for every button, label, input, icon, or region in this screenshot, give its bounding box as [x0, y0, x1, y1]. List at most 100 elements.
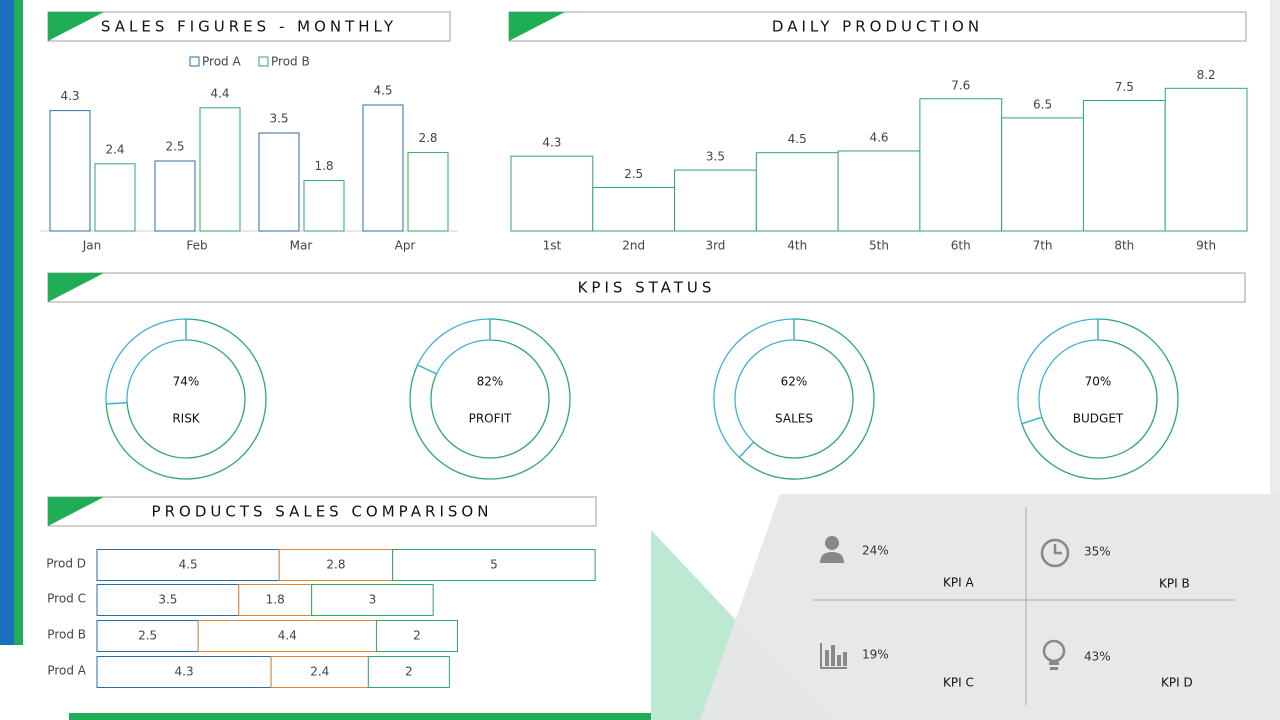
x-tick-label: 5th — [869, 239, 889, 253]
x-tick-label: 2nd — [622, 239, 645, 253]
icon-person — [825, 536, 839, 550]
section-title: DAILY PRODUCTION — [772, 18, 983, 36]
donut-remainder — [416, 318, 491, 375]
donut-category-label: PROFIT — [469, 412, 512, 426]
bar-value-label: 3.5 — [158, 593, 177, 607]
bar — [919, 98, 1003, 232]
donut-category-label: SALES — [775, 412, 813, 426]
section-title: SALES FIGURES - MONTHLY — [101, 18, 397, 36]
bar — [407, 152, 449, 232]
donut-value-label: 74% — [173, 375, 200, 389]
bar-value-label: 4.3 — [175, 665, 194, 679]
header-accent — [48, 273, 104, 302]
bar-value-label: 6.5 — [1033, 97, 1052, 111]
bar-value-label: 2.5 — [165, 140, 184, 154]
bar-segment — [367, 656, 450, 688]
x-tick-label: Feb — [186, 239, 207, 253]
bar-segment — [96, 584, 240, 616]
icon-clock — [1053, 544, 1062, 555]
right-strip — [1270, 0, 1280, 494]
kpi-label: KPI B — [1159, 577, 1190, 591]
kpi-label: KPI D — [1161, 676, 1193, 690]
donut-segment — [409, 318, 571, 480]
bar-segment — [197, 620, 377, 652]
legend-swatch — [189, 56, 200, 67]
bar-value-label: 2.4 — [105, 142, 124, 156]
x-tick-label: Mar — [290, 239, 313, 253]
icon-chart — [820, 643, 847, 669]
legend-label: Prod A — [202, 55, 241, 69]
kpi-panel-bg — [700, 494, 1280, 720]
bar — [1001, 117, 1084, 232]
bar-value-label: 4.4 — [278, 629, 297, 643]
bar — [837, 150, 921, 232]
bar-value-label: 4.5 — [788, 132, 807, 146]
bar-value-label: 3.5 — [269, 112, 288, 126]
bar — [362, 104, 404, 232]
bar — [755, 152, 839, 232]
bar-segment — [375, 620, 458, 652]
y-tick-label: Prod A — [47, 664, 86, 678]
donut-category-label: RISK — [172, 412, 200, 426]
bar — [303, 180, 345, 232]
bar — [592, 187, 676, 232]
bar-value-label: 3.5 — [706, 150, 725, 164]
bar-segment — [96, 620, 199, 652]
icon-chart — [843, 652, 847, 666]
kpi-value: 24% — [862, 544, 889, 558]
donut-value-label: 82% — [477, 375, 504, 389]
icon-chart — [831, 645, 835, 666]
icon-chart — [837, 655, 841, 666]
kpi-value: 43% — [1084, 650, 1111, 664]
donut-remainder — [713, 318, 795, 459]
bar-value-label: 5 — [490, 558, 498, 572]
bar-value-label: 2.4 — [310, 665, 329, 679]
bar-value-label: 2 — [413, 629, 421, 643]
header-accent — [509, 12, 565, 41]
bar-segment — [392, 549, 596, 581]
side-bar-blue — [0, 0, 14, 645]
section-title: KPIS STATUS — [578, 279, 716, 297]
bar-segment — [96, 549, 280, 581]
bar — [49, 110, 91, 232]
y-tick-label: Prod C — [47, 592, 86, 606]
kpi-value: 19% — [862, 648, 889, 662]
bar-value-label: 2 — [405, 665, 413, 679]
x-tick-label: Apr — [395, 239, 416, 253]
bar — [674, 169, 757, 232]
bar-value-label: 7.5 — [1115, 80, 1134, 94]
bar-value-label: 2.5 — [138, 629, 157, 643]
x-tick-label: 3rd — [705, 239, 725, 253]
x-tick-label: Jan — [82, 239, 102, 253]
bar-value-label: 1.8 — [266, 593, 285, 607]
bar — [510, 155, 594, 232]
bar-value-label: 2.8 — [326, 558, 345, 572]
side-bar-green — [14, 0, 23, 645]
x-tick-label: 9th — [1196, 239, 1216, 253]
donut-segment — [105, 318, 267, 480]
bar-value-label: 4.6 — [869, 130, 888, 144]
bar — [154, 160, 196, 232]
donut-value-label: 62% — [781, 375, 808, 389]
bar-segment — [238, 584, 313, 616]
legend-swatch — [258, 56, 269, 67]
bottom-bar — [69, 713, 651, 720]
header-accent — [48, 497, 104, 526]
bar-value-label: 3 — [369, 593, 377, 607]
icon-clock — [1040, 538, 1070, 568]
donut-segment — [1021, 318, 1179, 480]
bar — [199, 107, 241, 232]
bar — [258, 132, 300, 232]
donut-category-label: BUDGET — [1073, 412, 1124, 426]
y-tick-label: Prod D — [46, 557, 86, 571]
x-tick-label: 7th — [1033, 239, 1053, 253]
bar-value-label: 8.2 — [1197, 68, 1216, 82]
bar — [1082, 100, 1166, 232]
bar-value-label: 4.3 — [542, 136, 561, 150]
y-tick-label: Prod B — [47, 628, 86, 642]
icon-person — [820, 552, 844, 563]
x-tick-label: 6th — [951, 239, 971, 253]
bar-value-label: 4.3 — [60, 89, 79, 103]
donut-value-label: 70% — [1085, 375, 1112, 389]
